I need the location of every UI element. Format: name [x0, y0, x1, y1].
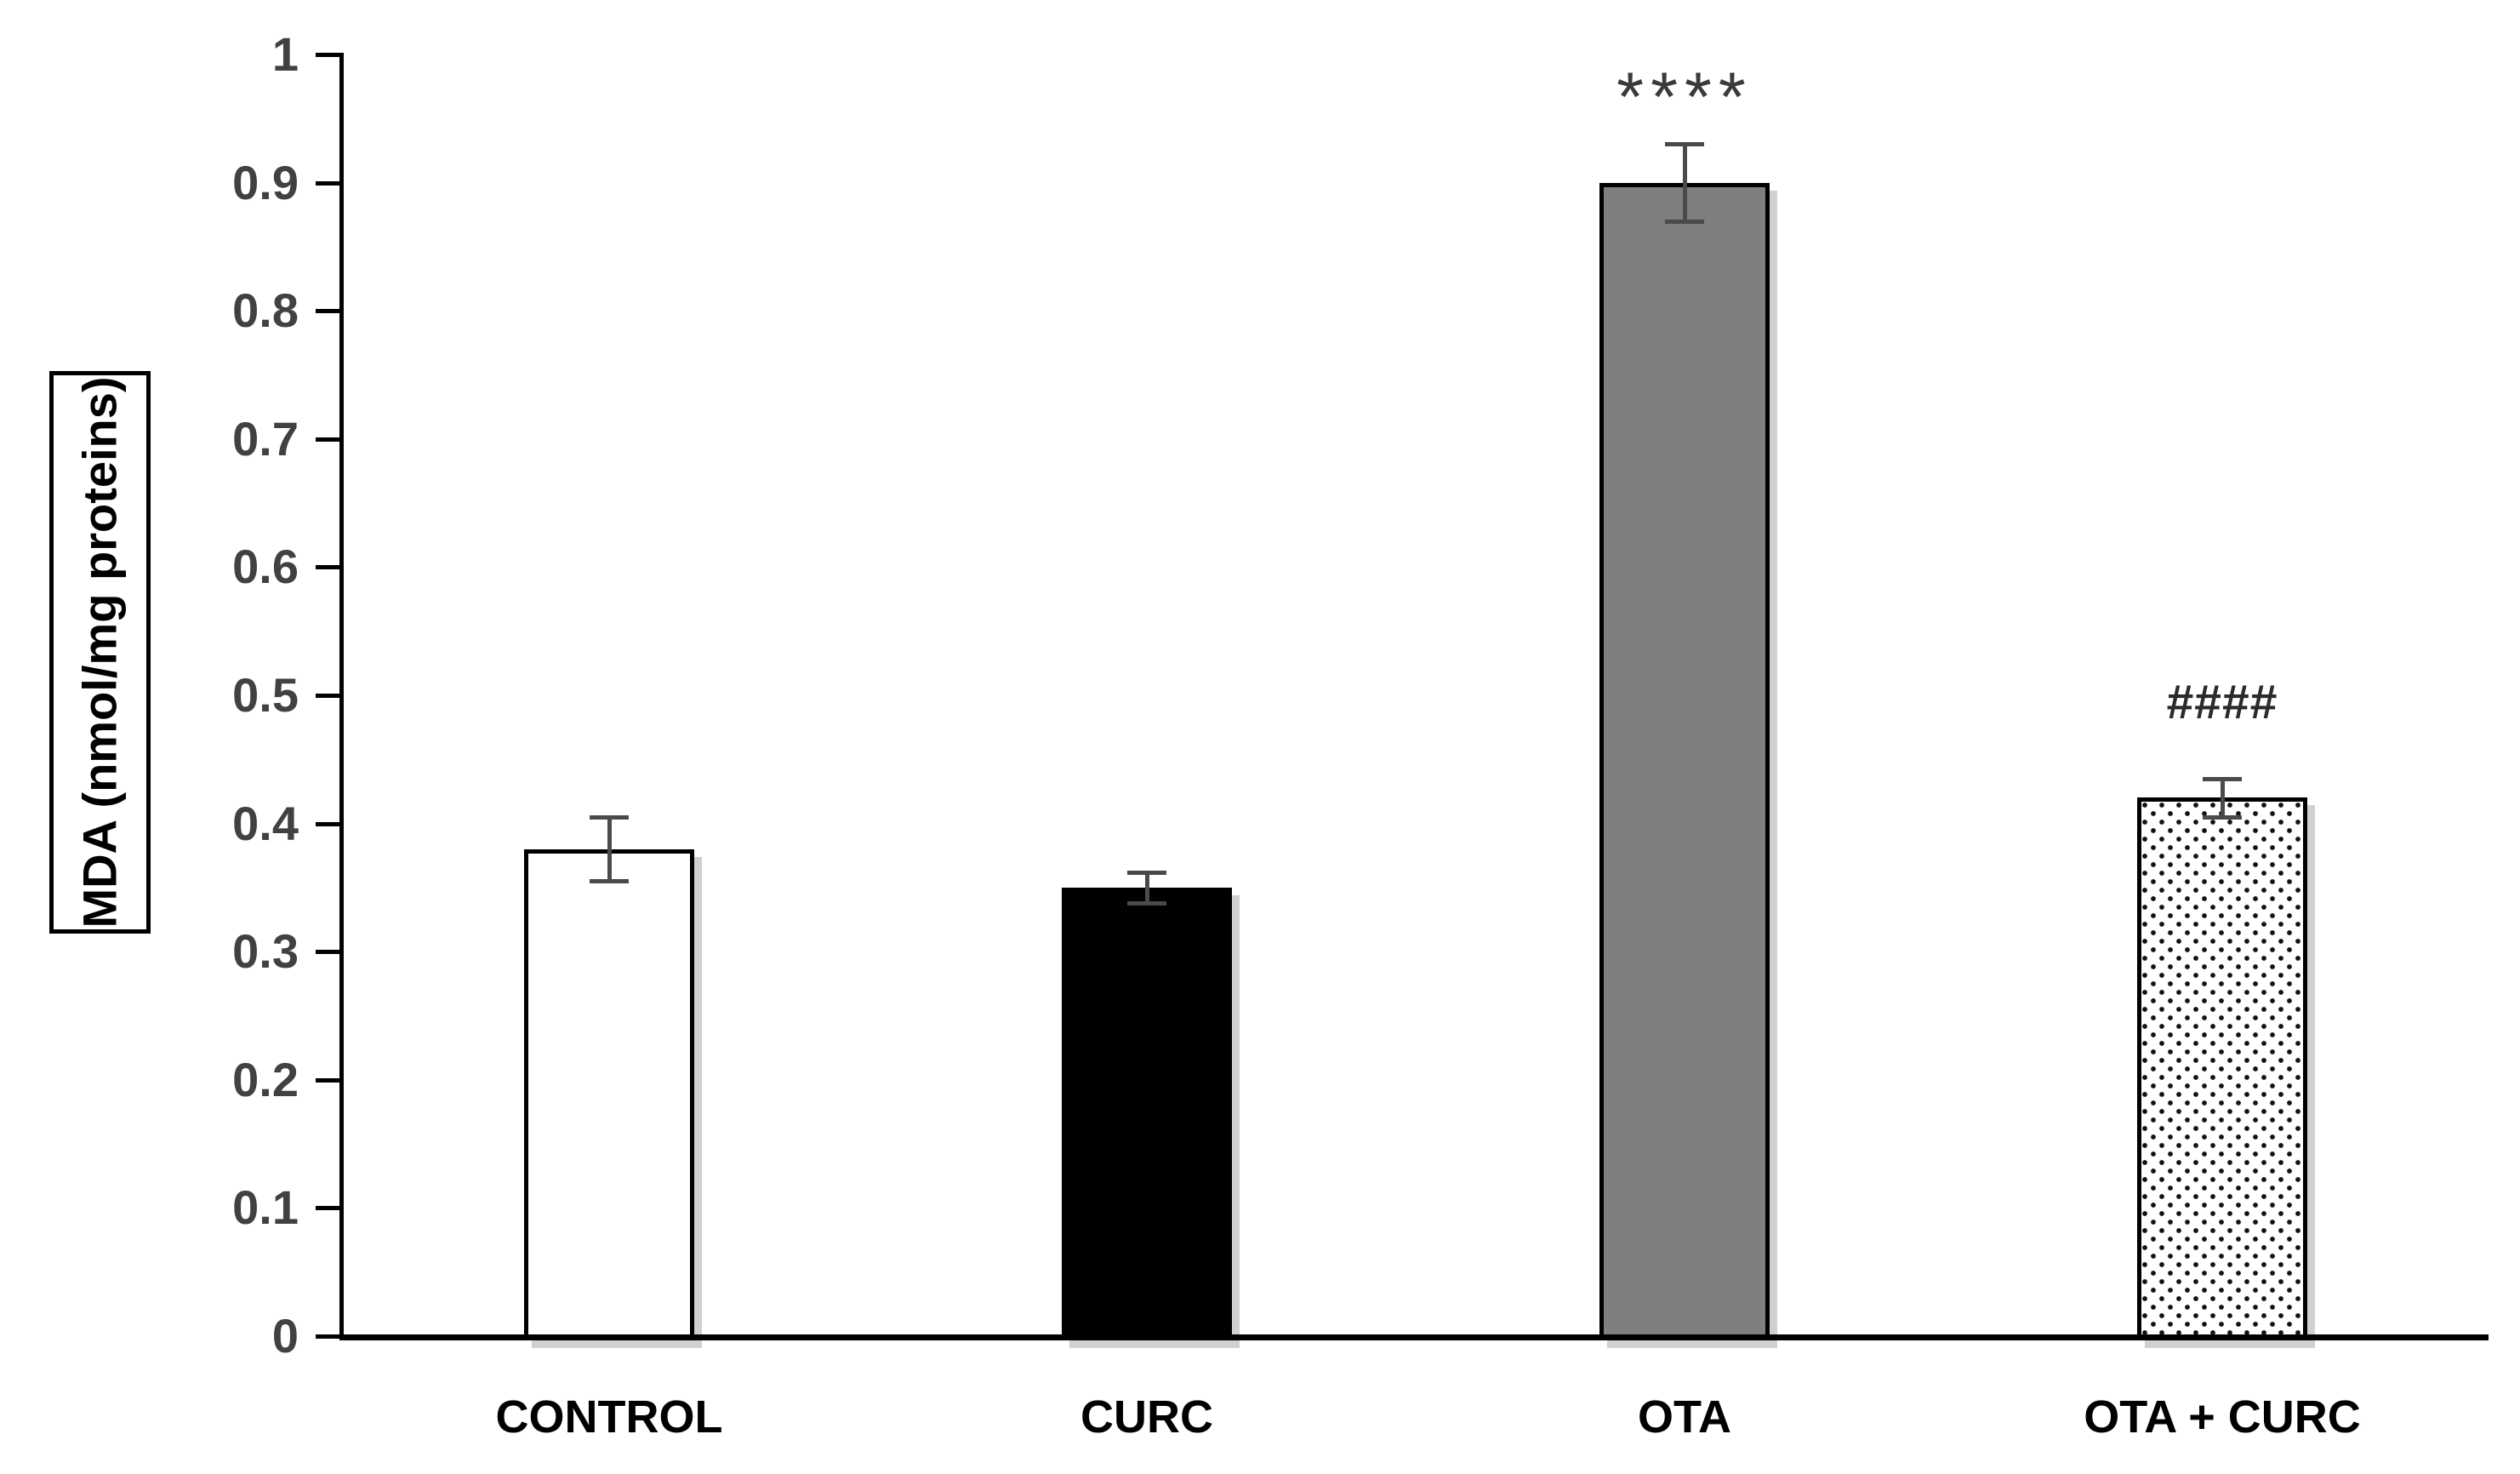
- y-tick: [316, 565, 344, 570]
- y-tick: [316, 950, 344, 955]
- y-tick: [316, 437, 344, 442]
- y-tick-label: 1: [271, 27, 299, 81]
- y-tick-label: 0: [271, 1309, 299, 1363]
- y-tick: [316, 1077, 344, 1083]
- x-label-ota-curc: OTA + CURC: [2084, 1391, 2361, 1443]
- y-tick-label: 0.3: [232, 924, 299, 979]
- error-bar-ota-curc: [2221, 778, 2225, 818]
- y-tick-label: 0.8: [232, 283, 299, 338]
- y-tick: [316, 180, 344, 186]
- x-axis-line: [339, 1334, 2489, 1340]
- bar-ota-curc: [2137, 797, 2307, 1340]
- error-bar-ota-curc: [2203, 815, 2242, 820]
- y-tick-label: 0.1: [232, 1180, 299, 1235]
- y-tick-label: 0.9: [232, 155, 299, 209]
- error-bar-control: [590, 815, 629, 820]
- y-axis-title: MDA (nmol/mg proteins): [73, 376, 128, 928]
- y-tick-label: 0.2: [232, 1052, 299, 1106]
- error-bar-ota-curc: [2203, 776, 2242, 781]
- bar-control: [524, 848, 694, 1340]
- y-tick-label: 0.6: [232, 540, 299, 594]
- error-bar-ota: [1665, 219, 1704, 224]
- x-label-ota: OTA: [1638, 1391, 1731, 1443]
- error-bar-ota: [1683, 144, 1687, 221]
- x-label-curc: CURC: [1080, 1391, 1213, 1443]
- y-tick: [316, 821, 344, 826]
- y-tick: [316, 694, 344, 698]
- error-bar-ota: [1665, 142, 1704, 147]
- y-tick: [316, 1334, 344, 1339]
- x-label-control: CONTROL: [495, 1391, 723, 1443]
- y-tick: [316, 309, 344, 314]
- y-tick-label: 0.7: [232, 411, 299, 466]
- error-bar-control: [590, 879, 629, 884]
- y-tick: [316, 53, 344, 57]
- error-bar-curc: [1127, 900, 1166, 906]
- error-bar-curc: [1127, 870, 1166, 875]
- y-axis-title-box: MDA (nmol/mg proteins): [49, 371, 151, 934]
- bar-curc: [1062, 887, 1232, 1340]
- y-tick-label: 0.5: [232, 668, 299, 722]
- y-tick-label: 0.4: [232, 796, 299, 850]
- bar-ota: [1599, 182, 1770, 1340]
- error-bar-curc: [1145, 871, 1149, 903]
- asterisk-annotation: ****: [1616, 59, 1753, 137]
- hash-annotation: ####: [2166, 674, 2278, 729]
- y-tick: [316, 1206, 344, 1211]
- error-bar-control: [607, 817, 612, 882]
